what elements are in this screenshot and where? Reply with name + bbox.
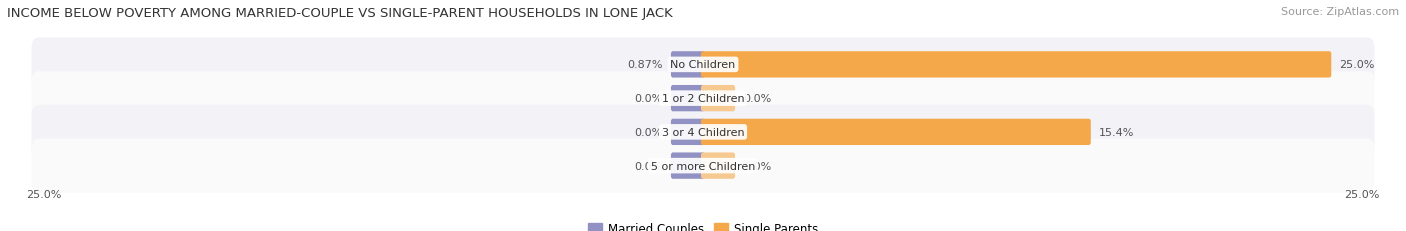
Text: 25.0%: 25.0%	[1344, 189, 1379, 199]
FancyBboxPatch shape	[31, 139, 1375, 193]
Text: 25.0%: 25.0%	[1340, 60, 1375, 70]
Text: 0.0%: 0.0%	[744, 161, 772, 171]
FancyBboxPatch shape	[671, 52, 704, 78]
Text: 1 or 2 Children: 1 or 2 Children	[662, 94, 744, 104]
Text: 0.0%: 0.0%	[634, 127, 662, 137]
FancyBboxPatch shape	[671, 119, 704, 145]
Legend: Married Couples, Single Parents: Married Couples, Single Parents	[583, 217, 823, 231]
Text: 0.0%: 0.0%	[634, 94, 662, 104]
Text: Source: ZipAtlas.com: Source: ZipAtlas.com	[1281, 7, 1399, 17]
Text: No Children: No Children	[671, 60, 735, 70]
FancyBboxPatch shape	[31, 105, 1375, 159]
FancyBboxPatch shape	[702, 153, 735, 179]
Text: 15.4%: 15.4%	[1099, 127, 1135, 137]
Text: 3 or 4 Children: 3 or 4 Children	[662, 127, 744, 137]
FancyBboxPatch shape	[702, 52, 1331, 78]
Text: 0.87%: 0.87%	[627, 60, 662, 70]
FancyBboxPatch shape	[31, 38, 1375, 92]
Text: 0.0%: 0.0%	[744, 94, 772, 104]
Text: 0.0%: 0.0%	[634, 161, 662, 171]
FancyBboxPatch shape	[671, 153, 704, 179]
Text: INCOME BELOW POVERTY AMONG MARRIED-COUPLE VS SINGLE-PARENT HOUSEHOLDS IN LONE JA: INCOME BELOW POVERTY AMONG MARRIED-COUPL…	[7, 7, 673, 20]
FancyBboxPatch shape	[671, 86, 704, 112]
Text: 25.0%: 25.0%	[27, 189, 62, 199]
FancyBboxPatch shape	[702, 86, 735, 112]
FancyBboxPatch shape	[31, 72, 1375, 126]
FancyBboxPatch shape	[702, 119, 1091, 145]
Text: 5 or more Children: 5 or more Children	[651, 161, 755, 171]
